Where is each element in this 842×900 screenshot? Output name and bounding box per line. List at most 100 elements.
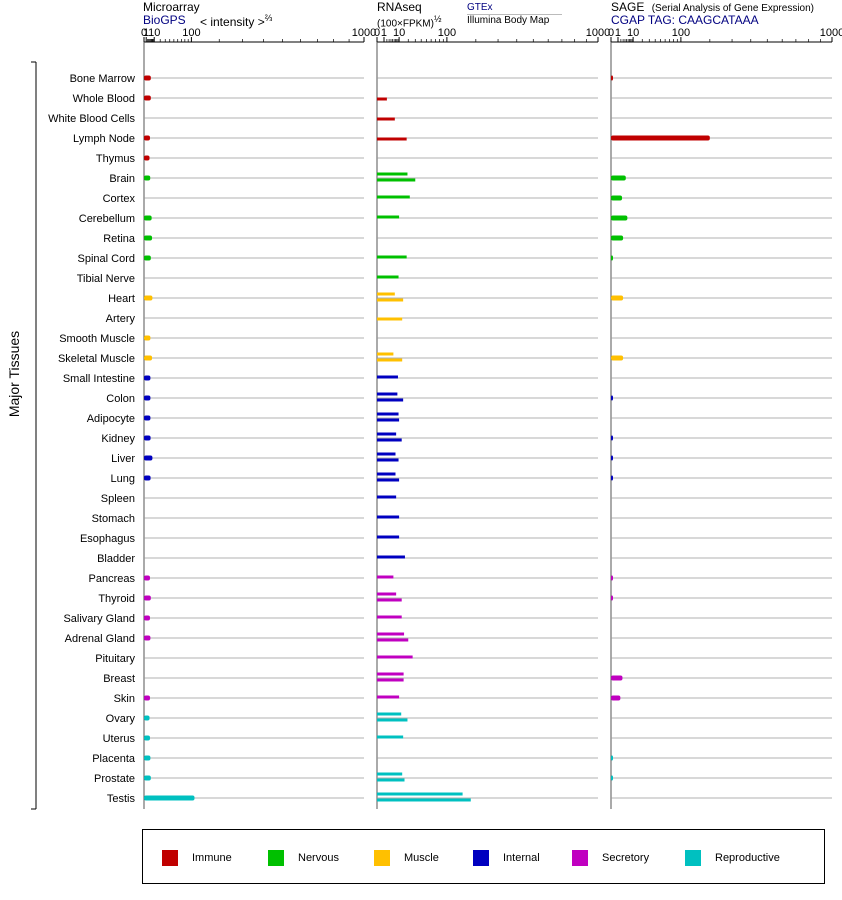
rnaseq-bar <box>377 638 409 642</box>
rnaseq-bar <box>377 478 400 482</box>
rnaseq-bar <box>377 495 397 499</box>
tissue-label: Prostate <box>94 773 135 785</box>
x-tick-label: 0 <box>141 27 147 39</box>
microarray-bar <box>144 635 151 641</box>
x-tick-label: 10 <box>627 27 639 39</box>
tissue-label: Kidney <box>101 433 135 445</box>
tissue-label: Lung <box>111 473 135 485</box>
rnaseq-exponent: ½ <box>433 14 442 24</box>
microarray-bar <box>144 695 150 701</box>
rnaseq-bar <box>377 772 403 776</box>
gtex-source-link[interactable]: GTEx <box>467 2 493 13</box>
x-tick-label: 0 <box>374 27 380 39</box>
tissue-label: Adipocyte <box>87 413 135 425</box>
legend-label: Internal <box>503 852 540 864</box>
microarray-bar <box>144 395 151 401</box>
rnaseq-bar <box>377 515 400 519</box>
illumina-source-label: Illumina Body Map <box>467 15 550 26</box>
legend-swatch <box>268 850 284 866</box>
x-tick-label: 0 <box>608 27 614 39</box>
microarray-bar <box>144 615 150 621</box>
legend-item-secretory: Secretory <box>572 850 649 866</box>
tissue-label: Liver <box>111 453 135 465</box>
rnaseq-bar <box>377 375 398 379</box>
tissue-label: Thyroid <box>98 593 135 605</box>
rnaseq-bar <box>377 298 404 302</box>
rnaseq-bar <box>377 555 405 559</box>
sage-title-text: SAGE <box>611 0 645 14</box>
rnaseq-bar <box>377 655 413 659</box>
rnaseq-bar <box>377 392 398 396</box>
tissue-label: Whole Blood <box>73 93 135 105</box>
legend-label: Nervous <box>298 852 339 864</box>
microarray-bar <box>144 735 150 741</box>
tissue-label: Esophagus <box>80 533 136 545</box>
legend-item-muscle: Muscle <box>374 850 439 866</box>
rnaseq-bar <box>377 275 399 279</box>
microarray-bar <box>144 795 195 801</box>
tissue-label: Colon <box>106 393 135 405</box>
sage-title: SAGE (Serial Analysis of Gene Expression… <box>611 0 814 14</box>
sage-bar <box>611 675 623 681</box>
sage-bar <box>611 75 613 81</box>
legend-label: Reproductive <box>715 852 780 864</box>
sage-bar <box>611 175 626 181</box>
tissue-label: Heart <box>108 293 135 305</box>
microarray-bar <box>144 155 150 161</box>
sage-bar <box>611 575 613 581</box>
x-tick-label: 100 <box>672 27 690 39</box>
legend-swatch <box>572 850 588 866</box>
rnaseq-scale-note: (100×FPKM)½ <box>377 14 441 29</box>
rnaseq-bar <box>377 712 402 716</box>
x-tick-label: 1 <box>615 27 621 39</box>
legend-swatch <box>473 850 489 866</box>
legend-swatch <box>162 850 178 866</box>
tissue-label: Smooth Muscle <box>59 333 135 345</box>
microarray-bar <box>144 75 151 81</box>
microarray-bar <box>144 595 151 601</box>
sage-bar <box>611 595 613 601</box>
rnaseq-bar <box>377 798 471 802</box>
microarray-bar <box>144 215 152 221</box>
legend-label: Immune <box>192 852 232 864</box>
x-tick-label: 1000 <box>820 27 842 39</box>
legend-swatch <box>374 850 390 866</box>
rnaseq-bar <box>377 432 397 436</box>
rnaseq-bar <box>377 718 408 722</box>
microarray-bar <box>144 455 153 461</box>
x-tick-label: 100 <box>438 27 456 39</box>
rnaseq-bar <box>377 398 404 402</box>
tissue-label: Bone Marrow <box>70 73 135 85</box>
tissue-label: Bladder <box>97 553 135 565</box>
tissue-label: Retina <box>103 233 136 245</box>
x-tick-label: 1 <box>381 27 387 39</box>
microarray-bar <box>144 715 150 721</box>
sage-bar <box>611 395 613 401</box>
rnaseq-bar <box>377 535 400 539</box>
microarray-bar <box>144 415 151 421</box>
rnaseq-bar <box>377 97 387 101</box>
rnaseq-bar <box>377 735 404 739</box>
microarray-scale-note: < intensity >⅔ <box>200 13 272 29</box>
tissue-label: Lymph Node <box>73 133 135 145</box>
microarray-bar <box>144 95 151 101</box>
sage-title-note: (Serial Analysis of Gene Expression) <box>651 3 814 14</box>
microarray-bar <box>144 175 151 181</box>
tissue-label: Spleen <box>101 493 135 505</box>
legend-item-internal: Internal <box>473 850 540 866</box>
x-tick-label: 10 <box>148 27 160 39</box>
x-tick-label: 1 <box>143 27 149 39</box>
microarray-bar <box>144 295 153 301</box>
tissue-label: Small Intestine <box>63 373 135 385</box>
rnaseq-bar <box>377 352 394 356</box>
source-divider <box>467 14 562 15</box>
tissue-label: Spinal Cord <box>78 253 135 265</box>
sage-bar <box>611 295 624 301</box>
sage-bar <box>611 455 613 461</box>
microarray-source-link[interactable]: BioGPS <box>143 13 186 27</box>
sage-tag-link[interactable]: CGAP TAG: CAAGCATAAA <box>611 13 759 27</box>
sage-bar <box>611 135 710 141</box>
microarray-bar <box>144 255 151 261</box>
rnaseq-bar <box>377 438 402 442</box>
